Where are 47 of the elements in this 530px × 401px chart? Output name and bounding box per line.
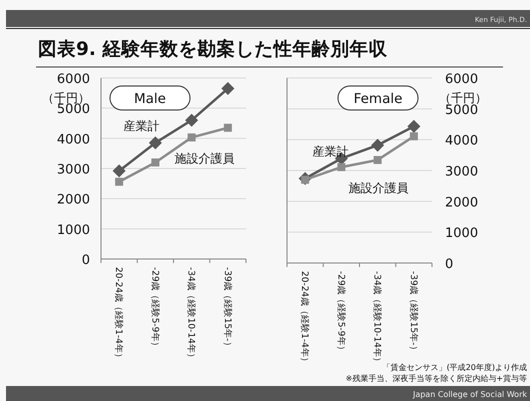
y-axis-title: （千円）	[42, 91, 90, 105]
chart-title: 図表9. 経験年数を勘案した性年齢別年収	[38, 38, 388, 60]
x-tick-label: -39歳（経験15年-）	[408, 271, 419, 354]
y-tick-label: 0	[82, 253, 90, 268]
y-tick-label: 2000	[445, 195, 478, 210]
text: 「賃金センサス」(平成20年度)より作成	[382, 363, 527, 372]
text: ※残業手当、深夜手当等を除く所定内給与+賞与等	[346, 374, 527, 383]
point	[112, 164, 126, 178]
y-tick-label: 3000	[56, 162, 90, 178]
text: Female	[354, 91, 402, 107]
y-tick-label: 4000	[56, 132, 90, 148]
point	[337, 163, 346, 172]
y-tick-label: 0	[445, 257, 454, 272]
point	[371, 138, 384, 152]
point	[151, 158, 160, 166]
x-tick-label: -34歳（経験10-14年）	[186, 267, 197, 362]
y-tick-label: 3000	[445, 164, 478, 180]
y-tick-label: 6000	[56, 72, 90, 87]
x-tick-label: 20-24歳（経験1-4年）	[113, 267, 124, 362]
y-tick-label: 1000	[56, 222, 90, 238]
x-tick-label: -29歳（経験5-9年）	[149, 267, 160, 350]
x-tick-label: 20-24歳（経験1-4年）	[299, 271, 310, 366]
y-tick-label: 5000	[56, 102, 90, 118]
series-label: 産業計	[312, 144, 348, 158]
series-label: 施設介護員	[348, 181, 409, 196]
x-tick-label: -39歳（経験15年-）	[222, 267, 233, 350]
point	[185, 114, 198, 127]
point	[407, 120, 420, 133]
y-tick-label: 2000	[56, 192, 90, 208]
text: Japan College of Social Work	[412, 390, 528, 399]
point	[374, 156, 382, 164]
point	[410, 132, 418, 140]
point	[148, 136, 162, 150]
x-tick-label: -29歳（経験5-9年）	[335, 271, 346, 354]
y-tick-label: 1000	[445, 226, 478, 242]
point	[115, 178, 124, 186]
series-label: 施設介護員	[174, 151, 235, 166]
series-label: 産業計	[123, 118, 160, 133]
y-axis-title: （千円）	[439, 91, 487, 105]
text: Male	[134, 91, 166, 107]
point	[224, 124, 232, 132]
point	[188, 133, 196, 142]
point	[221, 82, 234, 96]
y-tick-label: 4000	[445, 134, 478, 149]
y-tick-label: 5000	[445, 102, 478, 118]
y-tick-label: 6000	[445, 72, 478, 87]
x-tick-label: -34歳（経験10-14年）	[372, 271, 383, 366]
